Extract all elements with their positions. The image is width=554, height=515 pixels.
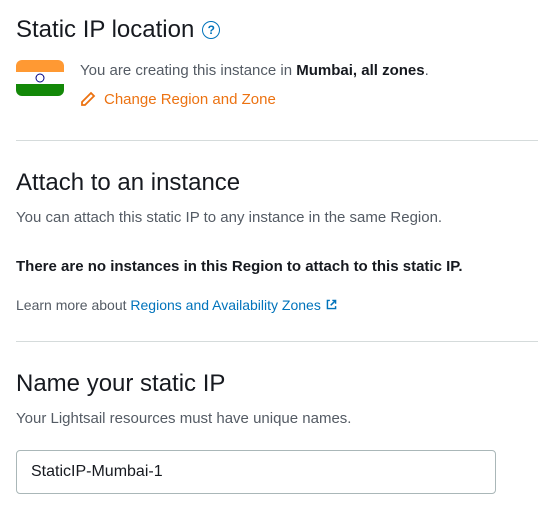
learn-prefix: Learn more about (16, 297, 130, 313)
section-title-text: Static IP location (16, 16, 194, 44)
location-name: Mumbai, all zones (296, 62, 424, 79)
learn-more: Learn more about Regions and Availabilit… (16, 297, 538, 313)
creating-prefix: You are creating this instance in (80, 62, 296, 79)
india-flag-icon (16, 60, 64, 96)
help-icon[interactable]: ? (202, 21, 220, 39)
regions-zones-link[interactable]: Regions and Availability Zones (130, 297, 337, 313)
divider (16, 140, 538, 141)
location-text: You are creating this instance in Mumbai… (80, 60, 538, 83)
creating-suffix: . (425, 62, 429, 79)
name-ip-heading: Name your static IP (16, 370, 538, 398)
change-region-link[interactable]: Change Region and Zone (80, 91, 276, 108)
no-instances-message: There are no instances in this Region to… (16, 258, 538, 275)
location-row: You are creating this instance in Mumbai… (16, 60, 538, 112)
attach-desc: You can attach this static IP to any ins… (16, 207, 538, 230)
change-region-label: Change Region and Zone (104, 91, 276, 108)
attach-instance-heading: Attach to an instance (16, 169, 538, 197)
external-link-icon (325, 298, 338, 311)
regions-zones-label: Regions and Availability Zones (130, 297, 320, 313)
static-ip-location-heading: Static IP location ? (16, 16, 538, 44)
attach-title-text: Attach to an instance (16, 169, 240, 197)
location-info: You are creating this instance in Mumbai… (80, 60, 538, 112)
divider (16, 341, 538, 342)
static-ip-name-input[interactable] (16, 450, 496, 494)
name-title-text: Name your static IP (16, 370, 225, 398)
edit-icon (80, 91, 96, 107)
name-desc: Your Lightsail resources must have uniqu… (16, 408, 538, 431)
